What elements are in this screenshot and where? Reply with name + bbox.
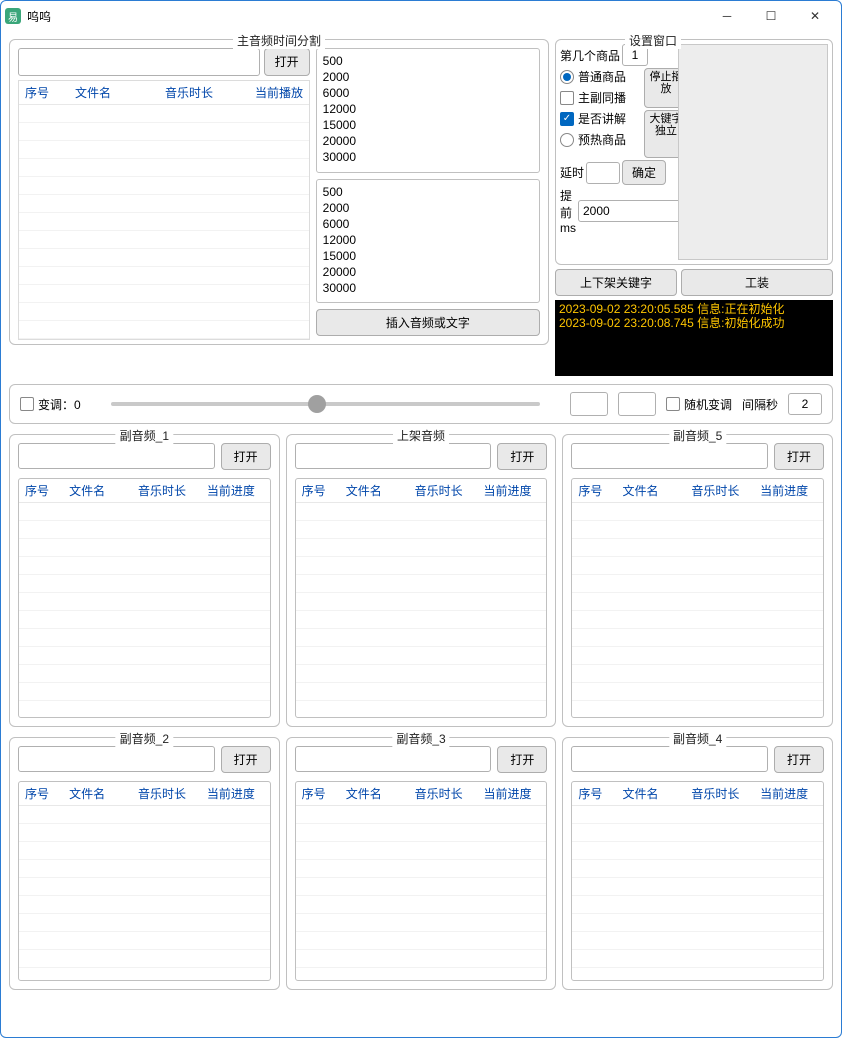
maximize-button[interactable]: ☐ xyxy=(749,2,793,30)
col-filename: 文件名 xyxy=(69,84,159,101)
nth-product-label: 第几个商品 xyxy=(560,47,620,64)
sub-audio-1-panel: 副音频_1 打开 序号文件名音乐时长当前进度 xyxy=(9,434,280,727)
sub4-input[interactable] xyxy=(571,746,768,772)
minimize-button[interactable]: ─ xyxy=(705,2,749,30)
pitch-value-2[interactable] xyxy=(618,392,656,416)
sub-audio-5-panel: 副音频_5 打开 序号文件名音乐时长当前进度 xyxy=(562,434,833,727)
time-split-list-2[interactable]: 500 2000 6000 12000 15000 20000 30000 xyxy=(316,179,540,304)
sub-panels-row-1: 副音频_1 打开 序号文件名音乐时长当前进度 上架音频 打开 序号文件名音乐时长… xyxy=(9,434,833,727)
col-duration: 音乐时长 xyxy=(159,84,249,101)
sub5-table[interactable]: 序号文件名音乐时长当前进度 xyxy=(571,478,824,718)
delay-label: 延时 xyxy=(560,164,584,181)
random-pitch-checkbox[interactable]: 随机变调 xyxy=(666,396,732,413)
list-audio-open-button[interactable]: 打开 xyxy=(497,443,547,470)
main-audio-table[interactable]: 序号 文件名 音乐时长 当前播放 xyxy=(18,80,310,340)
sub5-open-button[interactable]: 打开 xyxy=(774,443,824,470)
sub5-input[interactable] xyxy=(571,443,768,469)
has-explain-checkbox[interactable]: ✓是否讲解 xyxy=(560,110,642,127)
sub-audio-3-panel: 副音频_3 打开 序号文件名音乐时长当前进度 xyxy=(286,737,557,990)
sub-audio-2-panel: 副音频_2 打开 序号文件名音乐时长当前进度 xyxy=(9,737,280,990)
interval-label: 间隔秒 xyxy=(742,396,778,413)
product-type-normal-radio[interactable]: 普通商品 xyxy=(560,68,642,85)
pitch-panel: 变调：0 随机变调 间隔秒 xyxy=(9,384,833,424)
titlebar: 易 呜呜 ─ ☐ ✕ xyxy=(1,1,841,31)
product-type-preheat-radio[interactable]: 预热商品 xyxy=(560,131,642,148)
main-audio-open-button[interactable]: 打开 xyxy=(264,48,310,76)
close-button[interactable]: ✕ xyxy=(793,2,837,30)
preview-box xyxy=(678,44,828,260)
time-split-list-1[interactable]: 500 2000 6000 12000 15000 20000 30000 xyxy=(316,48,540,173)
settings-panel: 设置窗口 第几个商品 普通商品 主副同播 ✓是否讲解 xyxy=(555,39,833,265)
sub1-input[interactable] xyxy=(18,443,215,469)
settings-legend: 设置窗口 xyxy=(625,32,681,49)
advance-ms-label: 提前ms xyxy=(560,187,576,235)
window-title: 呜呜 xyxy=(27,8,705,25)
list-audio-input[interactable] xyxy=(295,443,492,469)
col-current: 当前播放 xyxy=(249,84,309,101)
gongzhuang-button[interactable]: 工装 xyxy=(681,269,833,296)
list-audio-table[interactable]: 序号文件名音乐时长当前进度 xyxy=(295,478,548,718)
sub1-open-button[interactable]: 打开 xyxy=(221,443,271,470)
sub2-input[interactable] xyxy=(18,746,215,772)
sub2-open-button[interactable]: 打开 xyxy=(221,746,271,773)
main-audio-panel: 主音频时间分割 打开 序号 文件名 音乐时长 当前播放 xyxy=(9,39,549,345)
confirm-button[interactable]: 确定 xyxy=(622,160,666,185)
sub3-open-button[interactable]: 打开 xyxy=(497,746,547,773)
main-sub-broadcast-checkbox[interactable]: 主副同播 xyxy=(560,89,642,106)
sub3-input[interactable] xyxy=(295,746,492,772)
pitch-value-1[interactable] xyxy=(570,392,608,416)
app-icon: 易 xyxy=(5,8,21,24)
sub1-table[interactable]: 序号文件名音乐时长当前进度 xyxy=(18,478,271,718)
main-audio-legend: 主音频时间分割 xyxy=(233,32,325,49)
sub-panels-row-2: 副音频_2 打开 序号文件名音乐时长当前进度 副音频_3 打开 序号文件名音乐时… xyxy=(9,737,833,990)
log-console: 2023-09-02 23:20:05.585 信息:正在初始化 2023-09… xyxy=(555,300,833,376)
sub-audio-4-panel: 副音频_4 打开 序号文件名音乐时长当前进度 xyxy=(562,737,833,990)
pitch-slider[interactable] xyxy=(111,402,540,406)
col-seq: 序号 xyxy=(19,84,69,101)
delay-input[interactable] xyxy=(586,162,620,184)
insert-audio-text-button[interactable]: 插入音频或文字 xyxy=(316,309,540,336)
sub4-table[interactable]: 序号文件名音乐时长当前进度 xyxy=(571,781,824,981)
main-audio-path-input[interactable] xyxy=(18,48,260,76)
sub2-table[interactable]: 序号文件名音乐时长当前进度 xyxy=(18,781,271,981)
interval-input[interactable] xyxy=(788,393,822,415)
sub3-table[interactable]: 序号文件名音乐时长当前进度 xyxy=(295,781,548,981)
pitch-checkbox[interactable]: 变调：0 xyxy=(20,396,81,413)
list-audio-panel: 上架音频 打开 序号文件名音乐时长当前进度 xyxy=(286,434,557,727)
sub4-open-button[interactable]: 打开 xyxy=(774,746,824,773)
up-down-keyword-button[interactable]: 上下架关键字 xyxy=(555,269,677,296)
